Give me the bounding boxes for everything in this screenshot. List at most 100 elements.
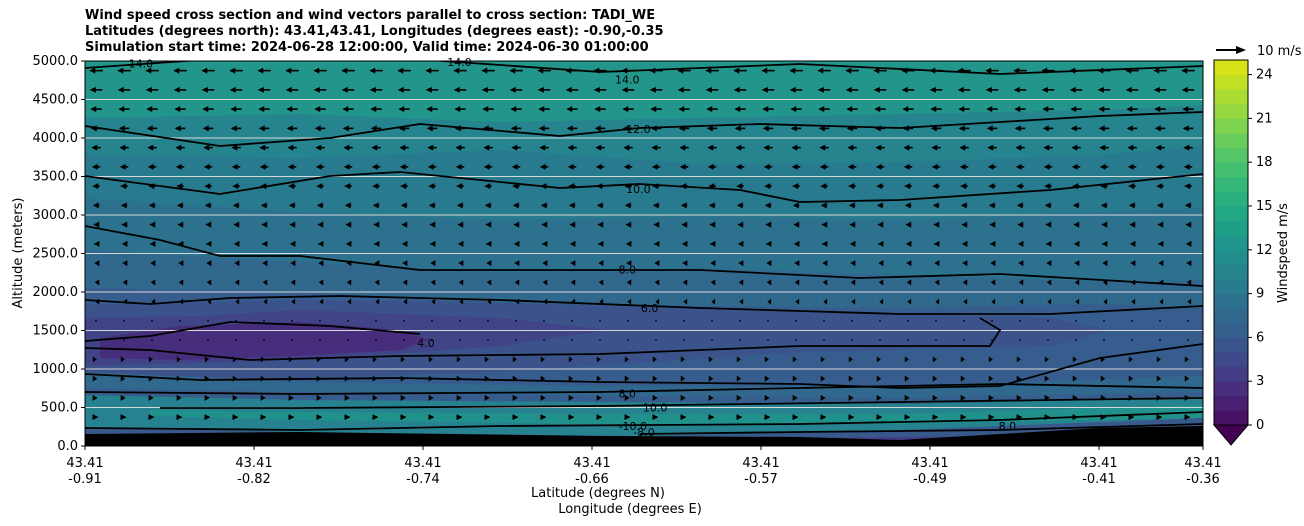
wind-arrow [1097, 67, 1111, 74]
wind-arrow [235, 339, 237, 342]
wind-arrow [1102, 279, 1108, 286]
wind-arrow [570, 279, 576, 286]
wind-arrow [456, 414, 463, 421]
wind-arrow [599, 339, 601, 342]
wind-arrow [1184, 183, 1192, 190]
wind-arrow [263, 319, 265, 322]
wind-arrow [397, 67, 411, 74]
wind-arrow [233, 221, 240, 228]
wind-arrow [1071, 163, 1081, 170]
wind-arrow [429, 221, 436, 228]
colorbar-tick-label: 6 [1256, 330, 1264, 345]
wind-arrow [1097, 86, 1111, 93]
colorbar-tick-label: 21 [1256, 111, 1273, 126]
wind-arrow [117, 67, 131, 74]
wind-arrow [963, 298, 968, 305]
wind-arrow [176, 414, 183, 421]
colorbar-tick-label: 3 [1256, 374, 1264, 389]
wind-arrow [1019, 298, 1024, 305]
wind-arrow [260, 375, 266, 382]
wind-arrow [1016, 414, 1023, 421]
wind-arrow [458, 279, 464, 286]
wind-arrow [95, 319, 97, 322]
wind-arrow [92, 375, 98, 382]
wind-arrow [599, 319, 601, 322]
wind-arrow [1156, 394, 1162, 401]
contour-label: -10.0 [619, 420, 647, 433]
wind-arrow [985, 67, 999, 74]
title-line-3: Simulation start time: 2024-06-28 12:00:… [85, 40, 649, 55]
wind-arrow [568, 356, 573, 363]
wind-arrow [818, 106, 830, 113]
wind-arrow [565, 86, 579, 93]
wind-arrow [789, 86, 803, 93]
wind-arrow [958, 125, 970, 132]
wind-arrow [204, 394, 210, 401]
wind-arrow [680, 202, 688, 209]
wind-arrow [624, 183, 632, 190]
colorbar-band [1214, 74, 1248, 90]
wind-arrow [91, 144, 101, 151]
wind-arrow [400, 356, 405, 363]
wind-arrow [370, 106, 382, 113]
contour-label: 8.0 [999, 420, 1017, 433]
wind-arrow [207, 319, 209, 322]
wind-arrow [1013, 67, 1027, 74]
wind-arrow [291, 319, 293, 322]
wind-arrow [571, 298, 576, 305]
wind-arrow [705, 67, 719, 74]
wind-arrow [678, 106, 690, 113]
wind-arrow [95, 298, 100, 305]
wind-arrow [848, 202, 856, 209]
wind-arrow [257, 86, 271, 93]
wind-arrow [566, 125, 578, 132]
wind-arrow [1156, 356, 1161, 363]
wind-arrow [229, 67, 243, 74]
wind-arrow [1072, 394, 1078, 401]
wind-arrow [1045, 240, 1052, 247]
wind-arrow [344, 202, 352, 209]
wind-arrow [1184, 375, 1190, 382]
wind-arrow [819, 163, 829, 170]
wind-arrow [151, 298, 156, 305]
wind-arrow [148, 394, 154, 401]
colorbar-tick-label: 15 [1256, 199, 1273, 214]
wind-arrow [879, 319, 881, 322]
wind-arrow [487, 298, 492, 305]
wind-arrow [1156, 202, 1164, 209]
wind-arrow [234, 279, 240, 286]
wind-arrow [903, 163, 913, 170]
wind-arrow [1047, 319, 1049, 322]
wind-arrow [1015, 163, 1025, 170]
wind-arrow [347, 298, 352, 305]
wind-arrow [930, 125, 942, 132]
wind-arrow [935, 319, 937, 322]
wind-arrow [232, 394, 238, 401]
wind-arrow [736, 394, 742, 401]
wind-arrow [318, 260, 324, 267]
wind-arrow [849, 240, 856, 247]
wind-arrow [677, 67, 691, 74]
wind-arrow [399, 163, 409, 170]
wind-arrow [1103, 339, 1105, 342]
wind-arrow [792, 202, 800, 209]
contour-label: 14.0 [447, 56, 472, 69]
wind-arrow [902, 125, 914, 132]
wind-arrow [540, 414, 547, 421]
wind-arrow [599, 298, 604, 305]
wind-arrow [986, 106, 998, 113]
wind-arrow [960, 356, 965, 363]
wind-arrow [568, 394, 574, 401]
wind-arrow [986, 125, 998, 132]
colorbar-band [1214, 279, 1248, 295]
wind-arrow [485, 240, 492, 247]
wind-arrow [425, 86, 439, 93]
wind-arrow [821, 221, 828, 228]
wind-arrow [229, 86, 243, 93]
wind-arrow [683, 339, 685, 342]
wind-arrow [454, 125, 466, 132]
wind-arrow [174, 106, 186, 113]
wind-arrow [207, 298, 212, 305]
wind-arrow [1018, 260, 1024, 267]
wind-arrow [230, 106, 242, 113]
